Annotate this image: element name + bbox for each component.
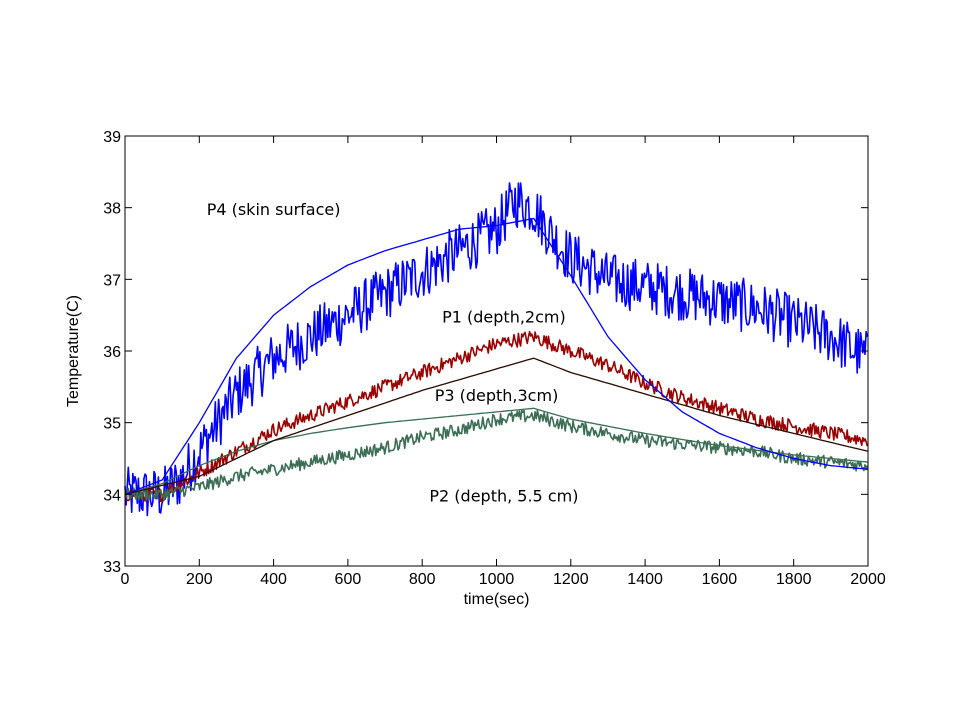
- series-line-p4-model: [124, 217, 869, 495]
- x-tick-label: 0: [121, 571, 130, 588]
- x-tick-label: 1400: [627, 571, 663, 588]
- annotation-1: P4 (skin surface): [207, 200, 341, 219]
- y-tick-label: 37: [103, 272, 121, 289]
- series-line-p3-measured: [124, 409, 869, 502]
- y-tick-label: 35: [103, 416, 121, 433]
- y-tick-label: 36: [103, 344, 121, 361]
- y-tick-label: 38: [103, 201, 121, 218]
- axes-layer: 0 200 400 600 800 1000 1200 1400 1600 1800 2000 33 3…: [103, 129, 886, 588]
- series-line-p1-measured: [124, 330, 869, 503]
- x-tick-label: 1600: [702, 571, 738, 588]
- annotation-4: P2 (depth, 5.5 cm): [429, 487, 578, 506]
- x-tick-label: 600: [335, 571, 362, 588]
- x-tick-label: 800: [409, 571, 436, 588]
- x-tick-label: 1200: [553, 571, 589, 588]
- x-axis-label: time(sec): [464, 591, 530, 608]
- x-tick-label: 1800: [776, 571, 812, 588]
- series-layer: [124, 182, 869, 517]
- y-axis-label: Temperature(C): [65, 295, 82, 407]
- x-tick-label: 200: [186, 571, 213, 588]
- series-line-p3-model: [124, 407, 869, 495]
- x-tick-label: 400: [260, 571, 287, 588]
- x-tick-label: 1000: [479, 571, 515, 588]
- x-tick-label: 2000: [850, 571, 886, 588]
- annotation-3: P3 (depth,3cm): [435, 386, 559, 405]
- series-line-p4-measured: [124, 182, 869, 517]
- annotation-layer: P4 (skin surface) P1 (depth,2cm) P3 (depth…: [207, 200, 579, 506]
- y-tick-label: 39: [103, 129, 121, 146]
- y-tick-label: 34: [103, 487, 121, 504]
- series-line-p1-model: [124, 357, 869, 495]
- y-tick-label: 33: [103, 559, 121, 576]
- annotation-2: P1 (depth,2cm): [442, 307, 566, 326]
